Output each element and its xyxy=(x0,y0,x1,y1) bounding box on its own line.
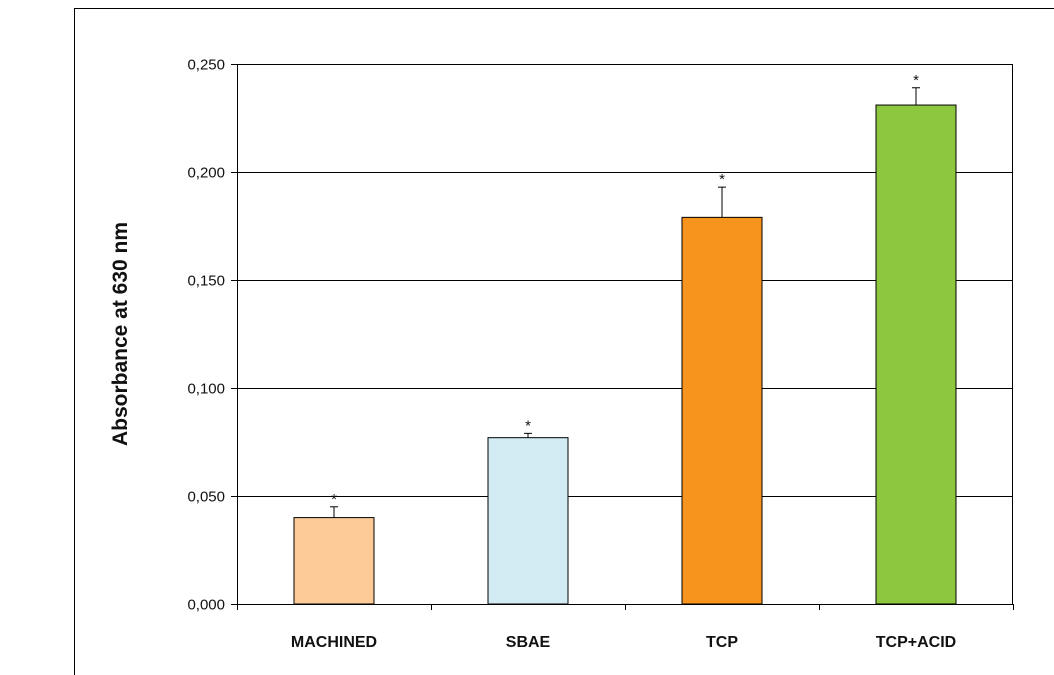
bars xyxy=(293,87,957,605)
y-tick-label: 0,150 xyxy=(187,273,225,290)
x-category-label: TCP+ACID xyxy=(876,634,956,651)
significance-marker: * xyxy=(719,171,725,188)
y-tick-label: 0,050 xyxy=(187,489,225,506)
labels: 0,000 0,050 0,100 0,150 0,200 0,250 * MACHINED *… xyxy=(187,57,956,652)
y-tick-label: 0,200 xyxy=(187,165,225,182)
significance-marker: * xyxy=(913,72,919,89)
axes xyxy=(231,64,1014,610)
significance-marker: * xyxy=(525,417,531,434)
y-tick-label: 0,100 xyxy=(187,381,225,398)
bar-sbae xyxy=(487,437,569,605)
bar-tcp-acid xyxy=(875,104,957,605)
bar-machined xyxy=(293,517,375,605)
significance-marker: * xyxy=(331,491,337,508)
x-category-label: MACHINED xyxy=(291,634,377,651)
x-category-label: TCP xyxy=(706,634,738,651)
x-category-label: SBAE xyxy=(506,634,551,651)
bar-tcp xyxy=(681,216,763,605)
y-tick-label: 0,000 xyxy=(187,597,225,614)
chart-frame xyxy=(74,8,1054,675)
y-axis-title: Absorbance at 630 nm xyxy=(109,222,132,446)
y-tick-label: 0,250 xyxy=(187,57,225,74)
